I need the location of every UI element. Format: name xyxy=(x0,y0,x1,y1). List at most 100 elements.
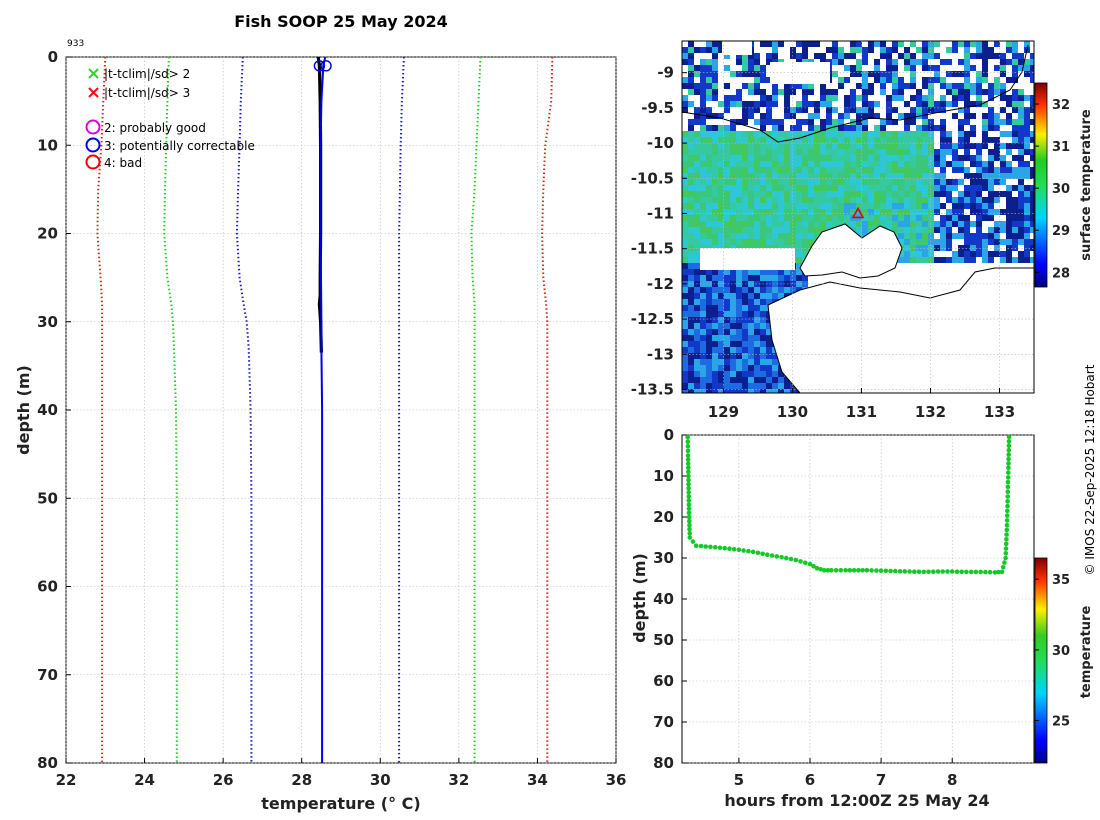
sst-pixel xyxy=(760,173,766,179)
sst-pixel xyxy=(778,161,784,167)
sst-pixel xyxy=(694,317,700,323)
sst-pixel xyxy=(970,221,976,227)
sst-pixel xyxy=(832,143,838,149)
sst-pixel xyxy=(772,353,778,359)
track-point xyxy=(774,554,780,559)
sst-pixel xyxy=(910,53,916,59)
sst-pixel xyxy=(712,353,718,359)
map-x-tick-label: 133 xyxy=(984,403,1015,421)
sst-pixel xyxy=(880,167,886,173)
sst-pixel xyxy=(712,191,718,197)
sst-pixel xyxy=(736,221,742,227)
sst-pixel xyxy=(820,197,826,203)
sst-pixel xyxy=(718,269,724,275)
sst-pixel xyxy=(928,47,934,53)
sst-pixel xyxy=(718,197,724,203)
sst-pixel xyxy=(766,185,772,191)
sst-pixel xyxy=(754,215,760,221)
sst-pixel xyxy=(862,77,868,83)
track-point xyxy=(727,546,732,551)
sst-pixel xyxy=(868,161,874,167)
sst-pixel xyxy=(688,227,694,233)
sst-pixel xyxy=(718,347,724,353)
sst-pixel xyxy=(880,185,886,191)
sst-pixel xyxy=(682,251,688,257)
sst-pixel xyxy=(916,197,922,203)
track-point xyxy=(978,569,983,575)
sst-pixel xyxy=(1000,107,1006,113)
triangle-marker-icon xyxy=(851,206,865,219)
sst-pixel xyxy=(814,167,820,173)
sst-pixel xyxy=(688,311,694,317)
y-tick-label: 40 xyxy=(37,401,58,419)
sst-pixel xyxy=(808,203,814,209)
track-point xyxy=(1005,494,1010,499)
track-point xyxy=(685,448,691,454)
sst-pixel xyxy=(982,101,988,107)
track-point xyxy=(945,569,950,574)
sst-pixel xyxy=(706,233,712,239)
sst-pixel xyxy=(910,161,916,167)
sst-pixel xyxy=(700,209,706,215)
sst-pixel xyxy=(748,59,754,65)
profile-gridlines xyxy=(65,56,617,764)
sst-pixel xyxy=(772,47,778,53)
sst-pixel xyxy=(952,179,958,185)
sst-pixel xyxy=(928,197,934,203)
sst-pixel xyxy=(796,131,802,137)
sst-pixel xyxy=(832,41,838,47)
sst-pixel xyxy=(928,203,934,209)
sst-pixel xyxy=(682,185,688,191)
sst-pixel xyxy=(748,167,754,173)
sst-pixel xyxy=(922,185,928,191)
sst-pixel xyxy=(826,221,832,227)
sst-pixel xyxy=(832,89,838,95)
sst-pixel xyxy=(688,173,694,179)
sst-pixel xyxy=(742,329,748,335)
sst-pixel xyxy=(736,59,742,65)
sst-pixel xyxy=(880,203,886,209)
sst-pixel xyxy=(790,173,796,179)
sst-pixel xyxy=(892,95,898,101)
sst-pixel xyxy=(832,131,838,137)
sst-pixel xyxy=(964,95,970,101)
sst-pixel xyxy=(682,323,688,329)
sst-pixel xyxy=(766,317,772,323)
sst-pixel xyxy=(724,347,730,353)
track-point xyxy=(755,550,761,556)
sst-pixel xyxy=(766,227,772,233)
sst-pixel xyxy=(742,377,748,383)
sst-pixel xyxy=(754,203,760,209)
sst-pixel xyxy=(826,113,832,119)
sst-pixel xyxy=(706,389,712,393)
sst-pixel xyxy=(862,185,868,191)
sst-pixel xyxy=(922,155,928,161)
sst-pixel xyxy=(760,95,766,101)
sst-pixel xyxy=(1000,167,1006,173)
sst-pixel xyxy=(922,125,928,131)
sst-pixel xyxy=(826,203,832,209)
sst-pixel xyxy=(976,215,982,221)
sst-pixel xyxy=(700,131,706,137)
sst-pixel xyxy=(850,203,856,209)
sst-pixel xyxy=(682,317,688,323)
sst-pixel xyxy=(700,215,706,221)
map-y-tick-label: -13 xyxy=(647,345,674,363)
map-x-ticks: 129 130 131 132 133 xyxy=(708,388,1015,421)
sst-pixel xyxy=(862,113,868,119)
sst-pixel xyxy=(700,161,706,167)
sst-pixel xyxy=(814,233,820,239)
sst-pixel xyxy=(982,47,988,53)
sst-pixel xyxy=(724,101,730,107)
sst-pixel xyxy=(886,191,892,197)
sst-pixel xyxy=(910,83,916,89)
sst-pixel xyxy=(982,245,988,251)
sst-pixel xyxy=(706,185,712,191)
sst-pixel xyxy=(802,221,808,227)
sst-pixel xyxy=(982,77,988,83)
sst-pixel xyxy=(1018,191,1024,197)
sst-pixel xyxy=(850,47,856,53)
sst-pixel xyxy=(844,215,850,221)
sst-pixel xyxy=(730,299,736,305)
sst-pixel xyxy=(766,113,772,119)
